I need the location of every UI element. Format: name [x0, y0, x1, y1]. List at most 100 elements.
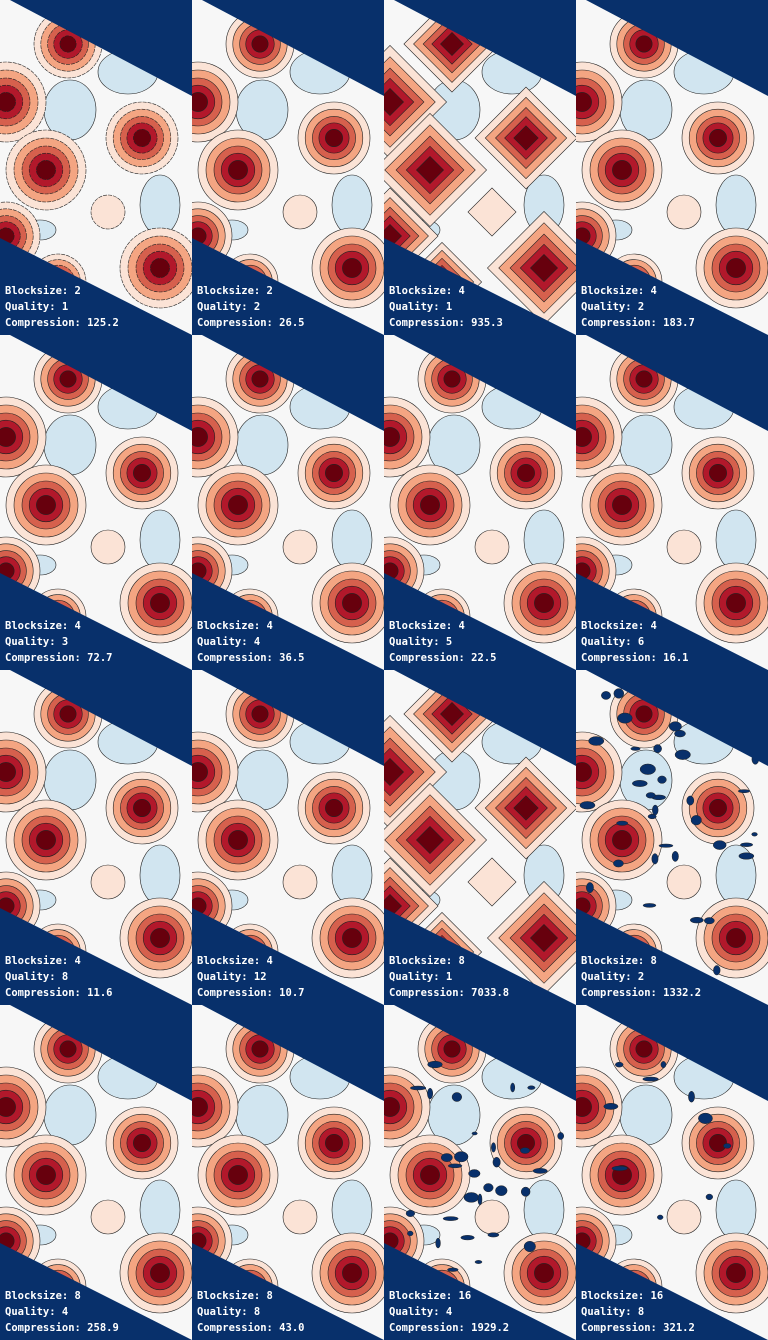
compression-artifact — [704, 917, 715, 925]
contour-ring — [666, 1199, 702, 1235]
compression-artifact — [603, 1103, 619, 1110]
top-mask — [202, 670, 384, 766]
contour-ring — [0, 1097, 16, 1117]
contour-ring — [440, 32, 464, 56]
field-plot — [384, 1005, 576, 1340]
contour-ring — [228, 495, 248, 515]
bottom-mask — [192, 238, 384, 335]
top-mask — [586, 670, 768, 766]
compression-artifact — [523, 1241, 536, 1253]
contour-ring — [228, 160, 248, 180]
contour-ring — [133, 464, 151, 482]
compression-artifact — [463, 1192, 479, 1203]
quality-text: Quality: 1 — [389, 971, 453, 983]
contour-ring — [534, 1263, 554, 1283]
blocksize-text: Blocksize: 4 — [389, 285, 465, 297]
bottom-mask — [192, 908, 384, 1005]
contour-ring — [467, 187, 517, 237]
contour-ring — [0, 762, 16, 782]
quality-text: Quality: 2 — [581, 301, 645, 313]
compression-artifact — [405, 1209, 415, 1217]
contour-ring — [90, 864, 126, 900]
contour-ring — [228, 830, 248, 850]
compression-artifact — [557, 1132, 564, 1140]
blocksize-text: Blocksize: 4 — [5, 620, 81, 632]
panel-caption: Blocksize: 2 Quality: 2 Compression: 26.5 — [197, 283, 304, 331]
compression-artifact — [471, 1131, 478, 1136]
contour-ring — [384, 757, 405, 787]
compression-artifact — [483, 1183, 494, 1193]
contour-ring — [59, 705, 77, 723]
compression-text: Compression: 7033.8 — [389, 987, 510, 999]
contour-ring — [36, 495, 56, 515]
contour-ring — [666, 529, 702, 565]
field-plot — [0, 670, 192, 1005]
panel-caption: Blocksize: 16 Quality: 4 Compression: 1929… — [389, 1288, 509, 1336]
contour-ring — [282, 529, 318, 565]
blocksize-text: Blocksize: 4 — [197, 620, 273, 632]
contour-ring — [726, 928, 746, 948]
blue-region — [331, 509, 373, 571]
bottom-mask — [384, 238, 576, 335]
contour-ring — [36, 830, 56, 850]
contour-ring — [251, 370, 269, 388]
compression-artifact — [617, 712, 633, 724]
contour-ring — [192, 762, 208, 782]
blue-region — [139, 844, 181, 906]
contour-ring — [534, 593, 554, 613]
blue-region — [715, 1179, 757, 1241]
contour-ring — [576, 762, 592, 782]
blocksize-text: Blocksize: 4 — [197, 955, 273, 967]
compression-panel: Blocksize: 4 Quality: 4 Compression: 36.5 — [192, 335, 384, 670]
field-plot — [384, 335, 576, 670]
field-plot — [384, 670, 576, 1005]
blocksize-text: Blocksize: 8 — [197, 1290, 273, 1302]
contour-ring — [90, 194, 126, 230]
compression-artifact — [579, 801, 596, 810]
contour-ring — [467, 857, 517, 907]
quality-text: Quality: 4 — [5, 1306, 69, 1318]
compression-text: Compression: 72.7 — [5, 652, 113, 664]
field-plot — [576, 670, 768, 1005]
blocksize-text: Blocksize: 4 — [581, 620, 657, 632]
compression-artifact — [510, 1082, 516, 1093]
quality-text: Quality: 4 — [197, 636, 261, 648]
top-mask — [586, 0, 768, 96]
quality-text: Quality: 6 — [581, 636, 645, 648]
blocksize-text: Blocksize: 8 — [5, 1290, 81, 1302]
compression-artifact — [447, 1163, 463, 1169]
compression-text: Compression: 1929.2 — [389, 1322, 510, 1334]
compression-text: Compression: 22.5 — [389, 652, 497, 664]
contour-ring — [251, 705, 269, 723]
blocksize-text: Blocksize: 4 — [581, 285, 657, 297]
contour-ring — [576, 1097, 592, 1117]
contour-ring — [325, 129, 343, 147]
blue-region — [715, 174, 757, 236]
contour-ring — [59, 35, 77, 53]
compression-artifact — [653, 744, 662, 754]
compression-text: Compression: 11.6 — [5, 987, 113, 999]
compression-artifact — [657, 1214, 664, 1220]
compression-panel: Blocksize: 16 Quality: 8 Compression: 321.… — [576, 1005, 768, 1340]
compression-artifact — [738, 852, 755, 860]
contour-ring — [384, 427, 400, 447]
contour-ring — [251, 35, 269, 53]
contour-ring — [90, 1199, 126, 1235]
compression-artifact — [495, 1185, 508, 1196]
compression-artifact — [410, 1085, 427, 1091]
compression-text: Compression: 1332.2 — [581, 987, 702, 999]
bottom-mask — [0, 238, 192, 335]
blocksize-text: Blocksize: 2 — [197, 285, 273, 297]
top-mask — [202, 0, 384, 96]
quality-text: Quality: 8 — [5, 971, 69, 983]
compression-artifact — [601, 691, 611, 700]
contour-ring — [325, 1134, 343, 1152]
compression-artifact — [611, 1165, 628, 1171]
field-plot — [576, 1005, 768, 1340]
compression-artifact — [613, 688, 625, 699]
field-plot — [0, 1005, 192, 1340]
compression-artifact — [632, 780, 648, 787]
compression-text: Compression: 16.1 — [581, 652, 689, 664]
contour-ring — [420, 1165, 440, 1185]
compression-artifact — [657, 775, 667, 784]
